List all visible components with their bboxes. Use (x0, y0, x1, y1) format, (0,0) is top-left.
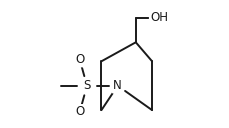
Text: OH: OH (150, 11, 168, 24)
Text: O: O (75, 105, 84, 118)
Text: S: S (83, 79, 90, 92)
Text: O: O (75, 53, 84, 66)
Text: N: N (113, 79, 122, 92)
